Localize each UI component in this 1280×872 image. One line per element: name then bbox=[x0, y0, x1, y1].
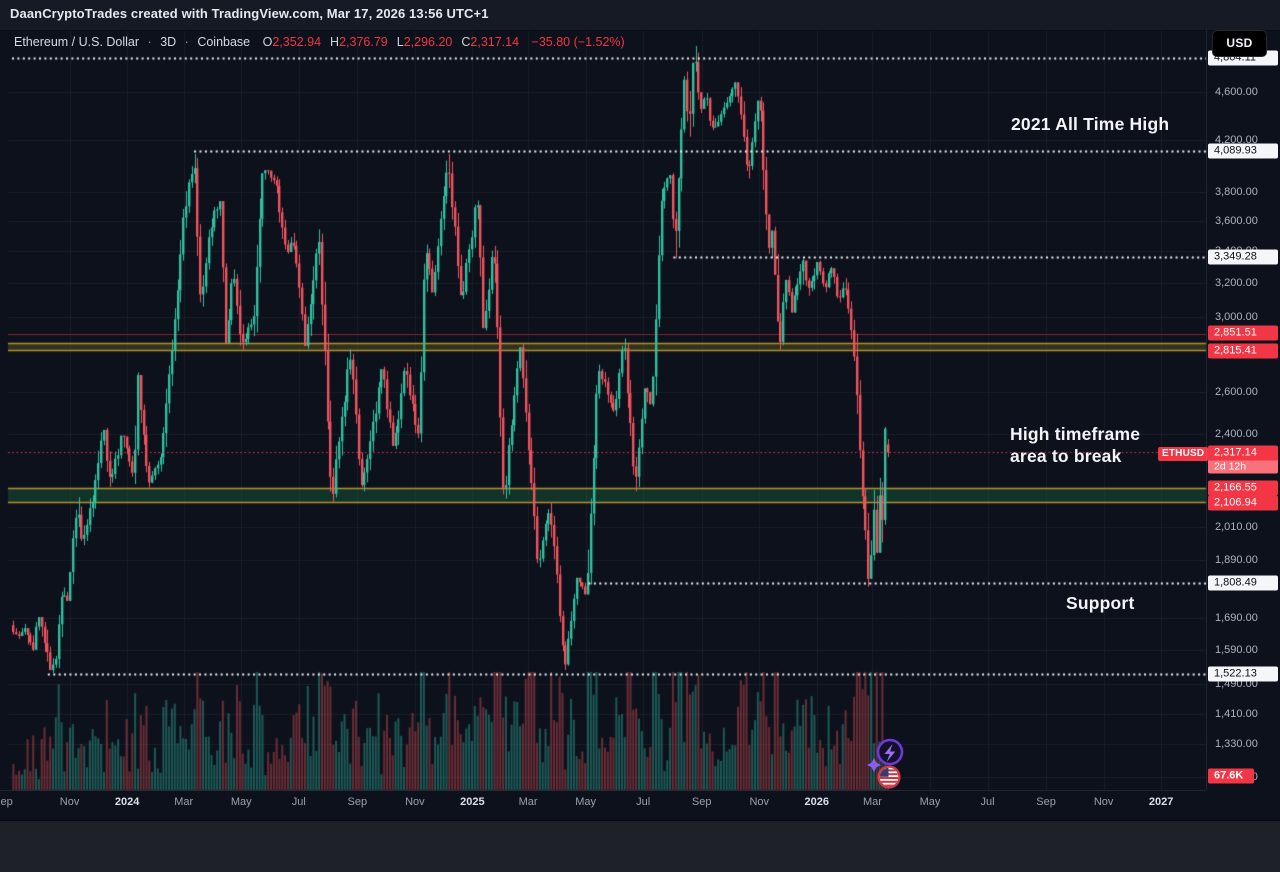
current-price-pill: 2,317.14 2d 12h bbox=[1208, 445, 1278, 474]
time-tick-month: May bbox=[575, 796, 597, 808]
time-tick-month: Sep bbox=[691, 796, 712, 808]
ohlc-key: H bbox=[330, 35, 340, 49]
price-tick-label: 2,600.00 bbox=[1215, 385, 1258, 398]
change-value: −35.80 (−1.52%) bbox=[531, 35, 625, 49]
volume-value-pill: 67.6K bbox=[1208, 768, 1254, 784]
time-tick-month: Sep bbox=[347, 796, 368, 808]
time-tick-month: Jul bbox=[636, 796, 651, 808]
level-price-pill: 2,815.41 bbox=[1208, 343, 1278, 359]
ohlc-key: L bbox=[396, 35, 404, 49]
level-price-pill: 1,808.49 bbox=[1208, 575, 1278, 591]
time-tick-year: 2027 bbox=[1148, 796, 1174, 808]
price-line-symbol-badge: ETHUSD bbox=[1158, 447, 1209, 461]
ohlc-value: 2,317.14 bbox=[470, 35, 520, 49]
level-price-pill: 2,106.94 bbox=[1208, 495, 1278, 511]
annotation-support[interactable]: Support bbox=[1066, 593, 1135, 613]
price-tick-label: 1,330.00 bbox=[1215, 738, 1258, 751]
time-tick-year: 2024 bbox=[114, 796, 140, 808]
level-price-pill: 2,851.51 bbox=[1208, 325, 1278, 341]
legend-separator: · bbox=[147, 35, 152, 49]
time-tick-year: 2026 bbox=[804, 796, 830, 808]
us-flag-event-icon[interactable] bbox=[877, 765, 901, 789]
time-tick-month: Jul bbox=[291, 796, 306, 808]
price-tick-label: 1,690.00 bbox=[1215, 612, 1258, 625]
level-price-pill: 3,349.28 bbox=[1208, 249, 1278, 265]
watermark-text: DaanCryptoTrades created with TradingVie… bbox=[10, 6, 489, 21]
annotation-htf-line1: High timeframe bbox=[1010, 424, 1141, 444]
bar-countdown: 2d 12h bbox=[1208, 460, 1278, 474]
bottom-brand-bar: TradingView bbox=[0, 820, 1280, 872]
price-tick-label: 4,600.00 bbox=[1215, 86, 1258, 98]
price-tick-label: 1,590.00 bbox=[1215, 644, 1258, 657]
symbol-legend[interactable]: Ethereum / U.S. Dollar · 3D · Coinbase O… bbox=[14, 35, 625, 49]
time-tick-month: Jul bbox=[980, 796, 995, 808]
price-tick-label: 3,800.00 bbox=[1215, 186, 1258, 199]
ohlc-key: C bbox=[461, 35, 471, 49]
level-price-pill: 1,522.13 bbox=[1208, 666, 1278, 682]
price-tick-label: 3,600.00 bbox=[1215, 214, 1258, 227]
time-tick-month: Mar bbox=[518, 796, 538, 808]
currency-unit-button[interactable]: USD bbox=[1212, 30, 1267, 57]
timeline-event-icons bbox=[867, 738, 904, 789]
watermark-bar: DaanCryptoTrades created with TradingVie… bbox=[0, 0, 1280, 31]
time-tick-month: Mar bbox=[862, 796, 882, 808]
annotation-htf-area[interactable]: High timeframe area to break bbox=[1010, 424, 1140, 467]
time-tick-month: May bbox=[230, 796, 252, 808]
annotation-2021-ath[interactable]: 2021 All Time High bbox=[1011, 114, 1170, 134]
legend-separator: · bbox=[184, 35, 189, 49]
time-tick-month: Mar bbox=[174, 796, 194, 808]
ohlc-value: 2,352.94 bbox=[272, 35, 322, 49]
time-tick-month: Nov bbox=[749, 796, 770, 808]
lightning-event-icon[interactable] bbox=[876, 738, 904, 766]
price-tick-label: 4,200.00 bbox=[1215, 133, 1258, 146]
time-tick-year: 2025 bbox=[460, 796, 485, 808]
sparkle-icon bbox=[867, 758, 881, 772]
ohlc-key: O bbox=[262, 35, 273, 49]
candlestick-chart[interactable] bbox=[0, 0, 1280, 820]
price-tick-label: 3,000.00 bbox=[1215, 310, 1258, 323]
price-tick-label: 2,010.00 bbox=[1215, 521, 1258, 534]
time-tick-month: Sep bbox=[0, 796, 13, 808]
ohlc-value: 2,296.20 bbox=[403, 35, 453, 49]
symbol-title[interactable]: Ethereum / U.S. Dollar bbox=[14, 35, 140, 49]
price-tick-label: 1,410.00 bbox=[1215, 707, 1258, 720]
interval-label[interactable]: 3D bbox=[160, 35, 177, 49]
ohlc-value: 2,376.79 bbox=[339, 35, 388, 49]
ohlc-values: O2,352.94 H2,376.79 L2,296.20 C2,317.14 bbox=[254, 35, 519, 49]
price-tick-label: 2,400.00 bbox=[1215, 427, 1258, 440]
level-price-pill: 2,166.55 bbox=[1208, 480, 1278, 496]
exchange-label: Coinbase bbox=[197, 35, 251, 49]
price-axis[interactable]: 4,600.004,200.003,800.003,600.003,400.00… bbox=[1206, 30, 1280, 790]
time-tick-month: Nov bbox=[59, 796, 80, 808]
time-tick-month: Nov bbox=[405, 796, 425, 808]
annotation-htf-line2: area to break bbox=[1010, 445, 1122, 466]
level-price-pill: 4,089.93 bbox=[1208, 143, 1278, 159]
time-tick-month: May bbox=[919, 796, 941, 808]
time-tick-month: Sep bbox=[1036, 796, 1056, 808]
price-tick-label: 3,200.00 bbox=[1215, 276, 1258, 289]
price-tick-label: 1,890.00 bbox=[1215, 553, 1258, 566]
time-axis[interactable]: Sep Nov 2024 Mar May Jul Sep Nov 2025 Mar May Jul Se… bbox=[0, 790, 1206, 819]
time-tick-month: Nov bbox=[1093, 796, 1114, 808]
